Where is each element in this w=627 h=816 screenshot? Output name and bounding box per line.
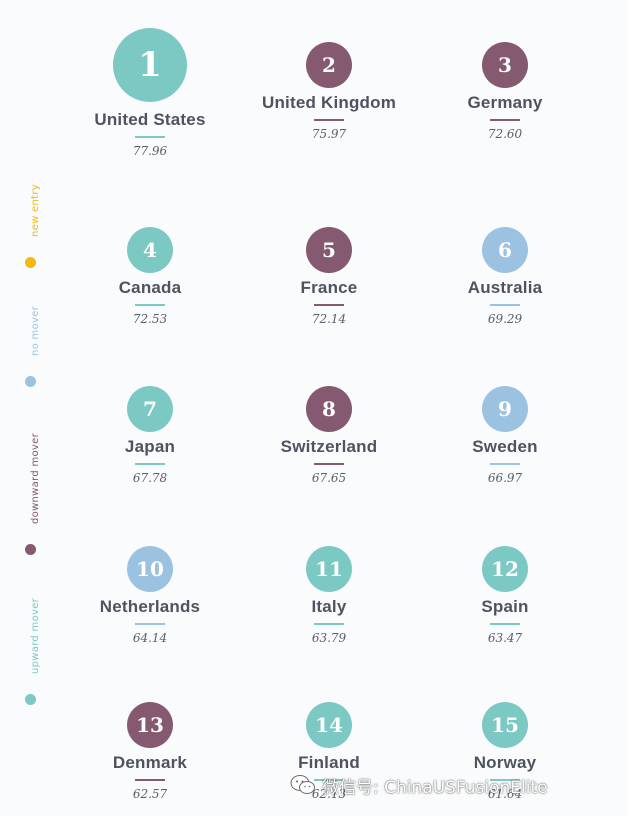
rank-badge: 3 xyxy=(482,42,528,88)
rank-badge: 4 xyxy=(127,227,173,273)
rank-badge: 9 xyxy=(482,386,528,432)
country-score: 67.78 xyxy=(132,471,168,485)
country-name: Japan xyxy=(124,437,176,456)
status-divider xyxy=(135,136,165,138)
country-name: Spain xyxy=(481,597,529,616)
country-card: 5 France 72.14 xyxy=(239,227,419,326)
rank-badge: 12 xyxy=(482,546,528,592)
status-divider xyxy=(314,463,344,465)
country-score: 72.60 xyxy=(487,127,523,141)
country-name: Netherlands xyxy=(99,597,201,616)
country-card: 13 Denmark 62.57 xyxy=(60,702,240,801)
rank-badge: 2 xyxy=(306,42,352,88)
country-name: Canada xyxy=(118,278,182,297)
country-name: Australia xyxy=(467,278,543,297)
new-entry-dot-icon xyxy=(25,257,36,268)
country-score: 62.13 xyxy=(311,787,347,801)
status-divider xyxy=(490,463,520,465)
status-divider xyxy=(490,119,520,121)
country-name: Sweden xyxy=(472,437,538,456)
rank-badge: 10 xyxy=(127,546,173,592)
country-card: 10 Netherlands 64.14 xyxy=(60,546,240,645)
rank-badge: 5 xyxy=(306,227,352,273)
country-card: 9 Sweden 66.97 xyxy=(415,386,595,485)
status-divider xyxy=(135,304,165,306)
wechat-icon xyxy=(290,775,315,794)
country-name: Switzerland xyxy=(280,437,378,456)
status-divider xyxy=(135,623,165,625)
country-score: 66.97 xyxy=(487,471,523,485)
status-divider xyxy=(490,779,520,781)
country-name: Italy xyxy=(311,597,347,616)
status-divider xyxy=(314,779,344,781)
watermark-text: 微信号: ChinaUSFusionElite xyxy=(322,777,548,798)
rank-badge: 8 xyxy=(306,386,352,432)
rank-badge: 14 xyxy=(306,702,352,748)
no-mover-dot-icon xyxy=(25,376,36,387)
country-card: 2 United Kingdom 75.97 xyxy=(239,42,419,141)
status-legend: new entry no mover downward mover upward… xyxy=(0,0,60,816)
country-card: 3 Germany 72.60 xyxy=(415,42,595,141)
rank-badge: 11 xyxy=(306,546,352,592)
rank-badge: 15 xyxy=(482,702,528,748)
country-score: 63.47 xyxy=(487,631,523,645)
downward-mover-dot-icon xyxy=(25,544,36,555)
country-name: France xyxy=(300,278,358,297)
legend-item-new-entry: new entry xyxy=(0,180,60,268)
rank-badge: 6 xyxy=(482,227,528,273)
country-score: 63.79 xyxy=(311,631,347,645)
status-divider xyxy=(314,623,344,625)
country-name: Finland xyxy=(298,753,360,772)
rank-badge: 1 xyxy=(113,28,187,102)
country-card: 15 Norway 61.64 xyxy=(415,702,595,801)
country-name: Germany xyxy=(467,93,543,112)
rank-badge: 13 xyxy=(127,702,173,748)
country-score: 62.57 xyxy=(132,787,168,801)
country-score: 75.97 xyxy=(311,127,347,141)
country-name: United Kingdom xyxy=(261,93,397,112)
country-card: 7 Japan 67.78 xyxy=(60,386,240,485)
country-name: Denmark xyxy=(112,753,188,772)
watermark: 微信号: ChinaUSFusionElite xyxy=(290,772,548,798)
legend-item-upward-mover: upward mover xyxy=(0,590,60,705)
legend-item-downward-mover: downward mover xyxy=(0,422,60,555)
country-score: 72.14 xyxy=(311,312,347,326)
country-score: 64.14 xyxy=(132,631,168,645)
rank-badge: 7 xyxy=(127,386,173,432)
country-score: 77.96 xyxy=(132,144,168,158)
status-divider xyxy=(490,623,520,625)
legend-item-no-mover: no mover xyxy=(0,300,60,387)
country-score: 72.53 xyxy=(132,312,168,326)
status-divider xyxy=(490,304,520,306)
country-card: 1 United States 77.96 xyxy=(60,28,240,158)
country-name: Norway xyxy=(473,753,537,772)
country-card: 12 Spain 63.47 xyxy=(415,546,595,645)
status-divider xyxy=(135,779,165,781)
country-card: 6 Australia 69.29 xyxy=(415,227,595,326)
status-divider xyxy=(135,463,165,465)
country-score: 69.29 xyxy=(487,312,523,326)
country-card: 8 Switzerland 67.65 xyxy=(239,386,419,485)
status-divider xyxy=(314,304,344,306)
country-score: 61.64 xyxy=(487,787,523,801)
upward-mover-dot-icon xyxy=(25,694,36,705)
status-divider xyxy=(314,119,344,121)
country-name: United States xyxy=(94,110,206,129)
country-card: 4 Canada 72.53 xyxy=(60,227,240,326)
country-score: 67.65 xyxy=(311,471,347,485)
country-card: 11 Italy 63.79 xyxy=(239,546,419,645)
country-card: 14 Finland 62.13 xyxy=(239,702,419,801)
